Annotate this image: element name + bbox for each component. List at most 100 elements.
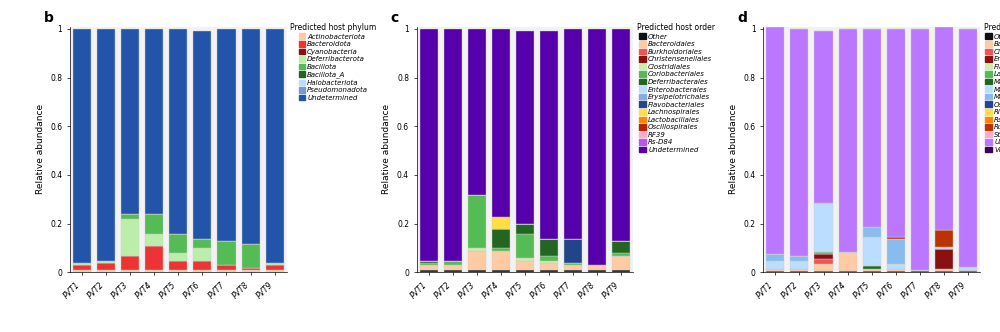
Bar <box>935 269 953 271</box>
Bar <box>612 253 630 256</box>
Bar <box>516 224 534 234</box>
Bar <box>516 234 534 258</box>
Bar <box>169 270 187 272</box>
Bar <box>612 29 630 241</box>
Bar <box>217 265 236 270</box>
Bar <box>766 269 784 271</box>
Legend: Actinobacteriota, Bacteroidota, Cyanobacteria, Deferribacterota, Bacillota, Baci: Actinobacteriota, Bacteroidota, Cyanobac… <box>289 22 378 102</box>
Y-axis label: Relative abundance: Relative abundance <box>36 104 45 195</box>
Bar <box>242 29 260 244</box>
Bar <box>169 253 187 261</box>
Bar <box>193 270 211 272</box>
Bar <box>193 239 211 248</box>
Bar <box>564 29 582 239</box>
Bar <box>145 246 163 270</box>
Bar <box>97 261 115 263</box>
Bar <box>790 29 808 256</box>
Bar <box>492 248 510 251</box>
Bar <box>863 266 881 269</box>
Bar <box>790 256 808 261</box>
Bar <box>887 29 905 237</box>
Bar <box>217 29 236 241</box>
Bar <box>420 263 438 265</box>
Bar <box>468 248 486 251</box>
Bar <box>420 265 438 270</box>
Bar <box>790 261 808 269</box>
Bar <box>169 29 187 234</box>
Bar <box>935 247 953 249</box>
Bar <box>935 27 953 230</box>
Bar <box>612 241 630 253</box>
Bar <box>193 248 211 261</box>
Y-axis label: Relative abundance: Relative abundance <box>729 104 738 195</box>
Bar <box>839 271 857 272</box>
Bar <box>612 256 630 270</box>
Bar <box>588 270 606 272</box>
Bar <box>145 29 163 214</box>
Bar <box>193 261 211 270</box>
Bar <box>420 29 438 261</box>
Bar <box>145 214 163 234</box>
Text: c: c <box>391 11 399 25</box>
Bar <box>468 270 486 272</box>
Bar <box>516 32 534 224</box>
Bar <box>492 270 510 272</box>
Bar <box>588 265 606 270</box>
Bar <box>468 195 486 248</box>
Bar <box>444 261 462 265</box>
Bar <box>863 269 881 271</box>
Bar <box>516 258 534 261</box>
Bar <box>217 270 236 272</box>
Bar <box>73 270 91 272</box>
Bar <box>766 271 784 272</box>
Legend: Other, Bacteroidales, Burkholdoriales, Christensenellales, Clostridiales, Coriob: Other, Bacteroidales, Burkholdoriales, C… <box>636 22 716 154</box>
Bar <box>766 27 784 254</box>
Bar <box>73 29 91 263</box>
Bar <box>121 214 139 219</box>
Bar <box>540 261 558 263</box>
Bar <box>444 265 462 270</box>
Bar <box>217 241 236 265</box>
Bar <box>612 270 630 272</box>
Bar <box>564 265 582 270</box>
Bar <box>242 270 260 272</box>
Bar <box>73 263 91 265</box>
Bar <box>564 239 582 263</box>
Bar <box>121 270 139 272</box>
Bar <box>814 254 833 259</box>
Bar <box>492 217 510 229</box>
Bar <box>145 270 163 272</box>
Bar <box>839 29 857 252</box>
Bar <box>863 227 881 237</box>
Bar <box>516 270 534 272</box>
Bar <box>766 254 784 261</box>
Bar <box>588 29 606 265</box>
Bar <box>73 265 91 270</box>
Y-axis label: Relative abundance: Relative abundance <box>382 104 391 195</box>
Bar <box>959 267 977 270</box>
Bar <box>863 29 881 227</box>
Bar <box>420 261 438 263</box>
Bar <box>887 271 905 272</box>
Bar <box>863 271 881 272</box>
Text: b: b <box>44 11 54 25</box>
Bar <box>97 270 115 272</box>
Bar <box>790 271 808 272</box>
Bar <box>266 29 284 263</box>
Bar <box>121 29 139 214</box>
Bar <box>887 269 905 271</box>
Bar <box>814 259 833 264</box>
Bar <box>911 271 929 272</box>
Bar <box>492 29 510 217</box>
Bar <box>911 270 929 271</box>
Bar <box>540 263 558 270</box>
Bar <box>814 264 833 271</box>
Bar <box>790 269 808 271</box>
Bar <box>193 32 211 239</box>
Bar <box>814 203 833 252</box>
Bar <box>242 268 260 270</box>
Bar <box>145 234 163 246</box>
Bar <box>863 237 881 266</box>
Bar <box>766 261 784 269</box>
Bar <box>814 271 833 272</box>
